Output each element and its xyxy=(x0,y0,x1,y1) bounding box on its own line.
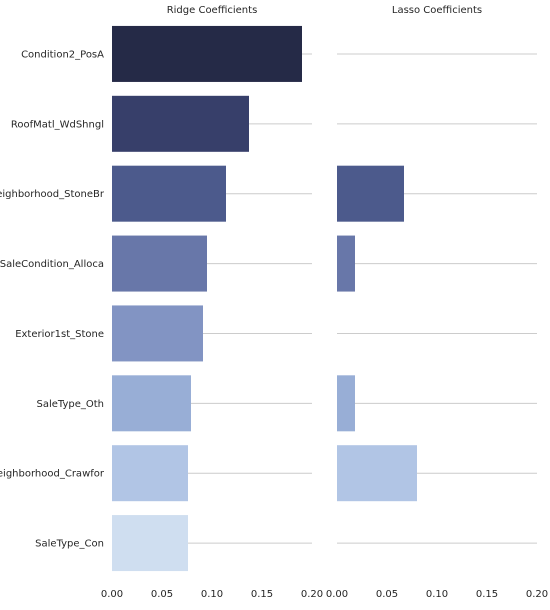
category-label: Exterior1st_Stone xyxy=(15,329,104,340)
category-label: Neighborhood_Crawfor xyxy=(0,469,105,480)
ridge-chart-title: Ridge Coefficients xyxy=(167,5,258,16)
ridge-xtick-label: 0.15 xyxy=(251,589,273,600)
lasso-xtick-label: 0.05 xyxy=(376,589,398,600)
category-label: Neighborhood_StoneBr xyxy=(0,189,105,200)
lasso-bar xyxy=(337,375,355,432)
category-label: Condition2_PosA xyxy=(21,49,104,60)
lasso-bar xyxy=(337,445,417,502)
ridge-bar xyxy=(112,25,302,82)
lasso-bar xyxy=(337,165,404,222)
category-label: SaleType_Con xyxy=(35,539,104,550)
ridge-xtick-label: 0.05 xyxy=(151,589,173,600)
category-label: SaleType_Oth xyxy=(36,399,104,410)
lasso-xtick-label: 0.00 xyxy=(326,589,348,600)
ridge-bar xyxy=(112,445,188,502)
ridge-bar xyxy=(112,305,203,362)
category-label: SaleCondition_Alloca xyxy=(0,259,104,270)
ridge-xtick-label: 0.10 xyxy=(201,589,223,600)
lasso-xtick-label: 0.10 xyxy=(426,589,448,600)
ridge-bar xyxy=(112,515,188,572)
ridge-bar xyxy=(112,375,191,432)
lasso-chart-title: Lasso Coefficients xyxy=(392,5,482,16)
ridge-xtick-label: 0.00 xyxy=(101,589,123,600)
ridge-bar xyxy=(112,95,249,152)
lasso-xtick-label: 0.20 xyxy=(526,589,548,600)
ridge-xtick-label: 0.20 xyxy=(301,589,323,600)
lasso-xtick-label: 0.15 xyxy=(476,589,498,600)
ridge-bar xyxy=(112,235,207,292)
lasso-bar xyxy=(337,235,355,292)
ridge-bar xyxy=(112,165,226,222)
category-label: RoofMatl_WdShngl xyxy=(11,119,104,130)
